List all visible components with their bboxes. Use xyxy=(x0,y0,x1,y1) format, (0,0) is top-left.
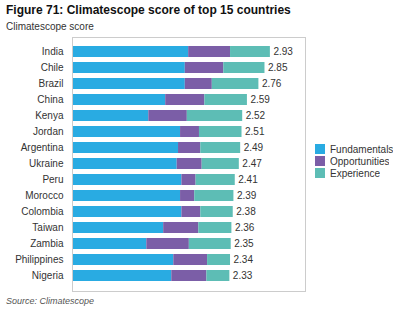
svg-text:Taiwan: Taiwan xyxy=(32,222,63,233)
html-text:Fundamentals: Fundamentals xyxy=(330,143,394,155)
svg-text:2.36: 2.36 xyxy=(235,222,255,233)
svg-text:2.52: 2.52 xyxy=(246,110,266,121)
svg-text:Kenya: Kenya xyxy=(35,110,64,121)
svg-text:Philippines: Philippines xyxy=(15,254,63,265)
svg-text:2.47: 2.47 xyxy=(242,158,262,169)
svg-text:2.76: 2.76 xyxy=(262,78,282,89)
svg-text:China: China xyxy=(37,94,64,105)
svg-text:Chile: Chile xyxy=(41,62,64,73)
html-text:Experience: Experience xyxy=(330,167,380,179)
svg-text:2.39: 2.39 xyxy=(237,190,257,201)
svg-text:Jordan: Jordan xyxy=(33,126,64,137)
svg-text:2.35: 2.35 xyxy=(234,238,254,249)
svg-text:India: India xyxy=(42,46,64,57)
html-text:Opportunities: Opportunities xyxy=(330,155,390,167)
svg-text:2.38: 2.38 xyxy=(236,206,256,217)
svg-text:2.51: 2.51 xyxy=(245,126,265,137)
svg-text:2.34: 2.34 xyxy=(234,254,254,265)
svg-text:Brazil: Brazil xyxy=(38,78,63,89)
svg-text:2.93: 2.93 xyxy=(273,46,293,57)
svg-text:2.85: 2.85 xyxy=(268,62,288,73)
svg-text:Zambia: Zambia xyxy=(30,238,64,249)
html-text:Source: Climatescope: Source: Climatescope xyxy=(6,296,94,306)
svg-text:2.59: 2.59 xyxy=(250,94,270,105)
svg-text:Nigeria: Nigeria xyxy=(32,270,64,281)
html-text:Figure 71: Climatescope score: Figure 71: Climatescope score of top 15 … xyxy=(6,3,291,17)
svg-text:Ukraine: Ukraine xyxy=(29,158,64,169)
svg-text:Morocco: Morocco xyxy=(25,190,64,201)
svg-text:Peru: Peru xyxy=(42,174,63,185)
svg-text:2.33: 2.33 xyxy=(233,270,253,281)
svg-text:2.49: 2.49 xyxy=(244,142,264,153)
svg-text:Colombia: Colombia xyxy=(21,206,64,217)
svg-text:2.41: 2.41 xyxy=(238,174,258,185)
svg-text:Argentina: Argentina xyxy=(21,142,64,153)
html-text:Climatescope score: Climatescope score xyxy=(6,21,94,32)
